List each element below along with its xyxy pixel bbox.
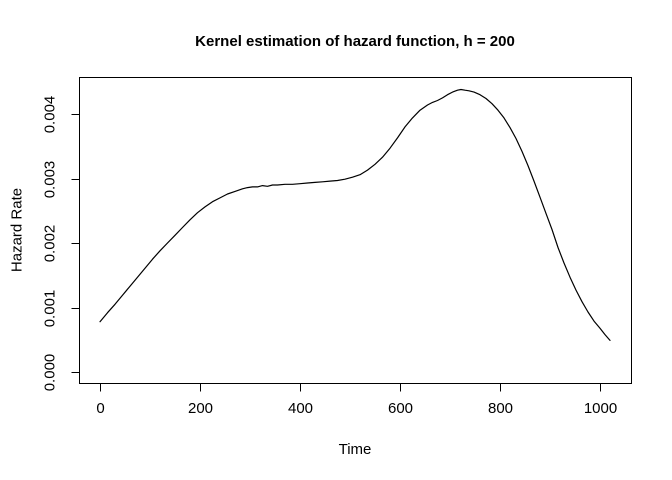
x-tick-label: 400: [288, 400, 313, 417]
y-tick-label: 0.004: [41, 96, 58, 134]
x-tick-label: 200: [188, 400, 213, 417]
y-tick-label: 0.001: [41, 290, 58, 328]
x-tick-label: 1000: [584, 400, 617, 417]
hazard-curve: [99, 88, 611, 341]
y-tick-label: 0.003: [41, 161, 58, 199]
x-tick-label: 0: [96, 400, 104, 417]
x-tick-label: 800: [488, 400, 513, 417]
y-tick-label: 0.000: [41, 354, 58, 392]
y-tick-label: 0.002: [41, 225, 58, 263]
y-axis-label: Hazard Rate: [8, 187, 26, 273]
chart-title: Kernel estimation of hazard function, h …: [195, 33, 515, 50]
x-axis-label: Time: [338, 441, 372, 458]
plot-box: [79, 77, 632, 384]
x-tick-label: 600: [388, 400, 413, 417]
